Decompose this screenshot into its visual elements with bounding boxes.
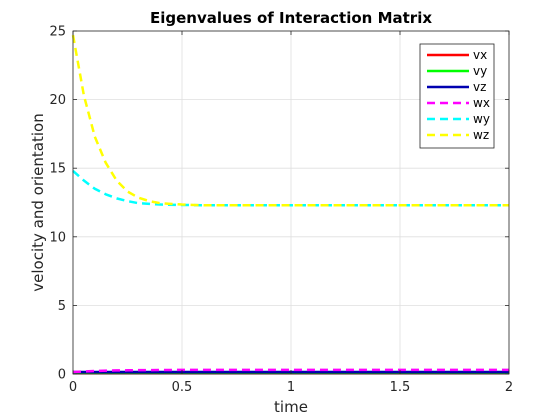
legend-box bbox=[419, 43, 495, 149]
y-tick-label: 20 bbox=[49, 93, 66, 108]
x-tick-label: 0 bbox=[69, 380, 77, 395]
x-tick-label: 1.5 bbox=[390, 380, 411, 395]
chart-title: Eigenvalues of Interaction Matrix bbox=[150, 9, 432, 27]
legend-label-wy: wy bbox=[473, 112, 490, 126]
y-tick-label: 0 bbox=[58, 368, 66, 383]
series-line-wz bbox=[71, 34, 509, 207]
legend-label-wx: wx bbox=[473, 96, 490, 110]
legend-label-vx: vx bbox=[473, 48, 487, 62]
x-tick-labels: 0 0.5 1 1.5 2 bbox=[69, 380, 513, 395]
x-tick-label: 0.5 bbox=[172, 380, 193, 395]
y-tick-label: 5 bbox=[58, 299, 66, 314]
x-axis-title: time bbox=[274, 398, 308, 416]
legend: vx vy vz wx wy wz bbox=[419, 43, 495, 149]
y-tick-label: 25 bbox=[49, 25, 66, 40]
legend-label-vz: vz bbox=[473, 80, 486, 94]
axis-ticks bbox=[72, 30, 510, 375]
legend-label-vy: vy bbox=[473, 64, 487, 78]
x-tick-label: 2 bbox=[505, 380, 513, 395]
y-axis-title: velocity and orientation bbox=[29, 113, 47, 291]
x-tick-label: 1 bbox=[287, 380, 295, 395]
y-tick-label: 15 bbox=[49, 162, 66, 177]
y-tick-labels: 0 5 10 15 20 25 bbox=[49, 25, 66, 383]
legend-label-wz: wz bbox=[473, 128, 489, 142]
y-tick-label: 10 bbox=[49, 230, 66, 245]
